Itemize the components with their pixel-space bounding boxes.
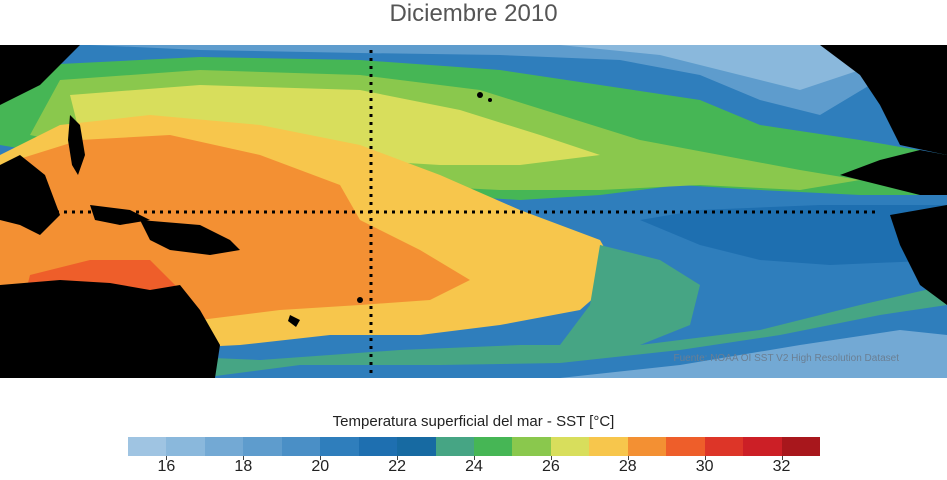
land [0,45,947,378]
colorbar-tick-mark [397,456,399,460]
colorbar-segment [743,437,783,456]
new-guinea-land [140,220,240,255]
sst-map-svg [0,45,947,378]
colorbar [128,437,821,456]
colorbar-segment [435,437,475,456]
hawaii-land [477,92,483,98]
colorbar-segment [243,437,283,456]
colorbar-segment [512,437,552,456]
colorbar-segment [704,437,744,456]
australia-land [0,280,220,378]
colorbar-tick-label: 28 [618,458,637,475]
colorbar-segment [627,437,667,456]
colorbar-segment [204,437,244,456]
colorbar-segment [474,437,513,456]
philippines-land [68,115,85,175]
cold-tongue [640,205,947,265]
north-america-land [820,45,947,155]
southeast-cold-band [560,330,947,378]
central-america-land [840,150,947,195]
colorbar-tick-label: 20 [311,458,330,475]
colorbar-segment [589,437,629,456]
colorbar-tick-label: 22 [388,458,406,475]
colorbar-segment [550,437,590,456]
colorbar-tick-mark [474,456,475,460]
colorbar-segment [320,437,360,456]
colorbar-segment [397,437,437,456]
colorbar-tick-mark [320,456,322,460]
colorbar-tick-mark [627,456,629,460]
sst-map: Fuente: NOAA OI SST V2 High Resolution D… [0,45,947,378]
colorbar-tick-label: 24 [465,458,483,475]
colorbar-segment [781,437,821,456]
borneo-land [90,205,150,225]
new-caledonia-land [288,315,300,327]
colorbar-tick-mark [243,456,245,460]
colorbar-tick-label: 32 [772,458,791,475]
colorbar-segment [358,437,398,456]
colorbar-tick-mark [550,456,552,460]
colorbar-segment [166,437,206,456]
fiji-land [357,297,363,303]
colorbar-segment [281,437,321,456]
colorbar-tick-label: 26 [541,458,560,475]
colorbar-tick-label: 30 [695,458,714,475]
map-title: Diciembre 2010 [389,0,558,27]
colorbar-tick-label: 18 [234,458,253,475]
southeast-asia-land [0,155,60,235]
colorbar-tick-label: 16 [157,458,176,475]
colorbar-segment [666,437,706,456]
south-america-land [890,205,947,305]
colorbar-tick-mark [166,456,168,460]
asia-north-land [0,45,80,105]
southeast-green [560,245,700,355]
hawaii-land-small [488,98,492,102]
colorbar-title: Temperatura superficial del mar - SST [°… [332,413,615,430]
data-source-credit: Fuente: NOAA OI SST V2 High Resolution D… [673,353,899,364]
colorbar-segment [128,437,167,456]
colorbar-tick-mark [704,456,706,460]
colorbar-tick-mark [781,456,783,460]
